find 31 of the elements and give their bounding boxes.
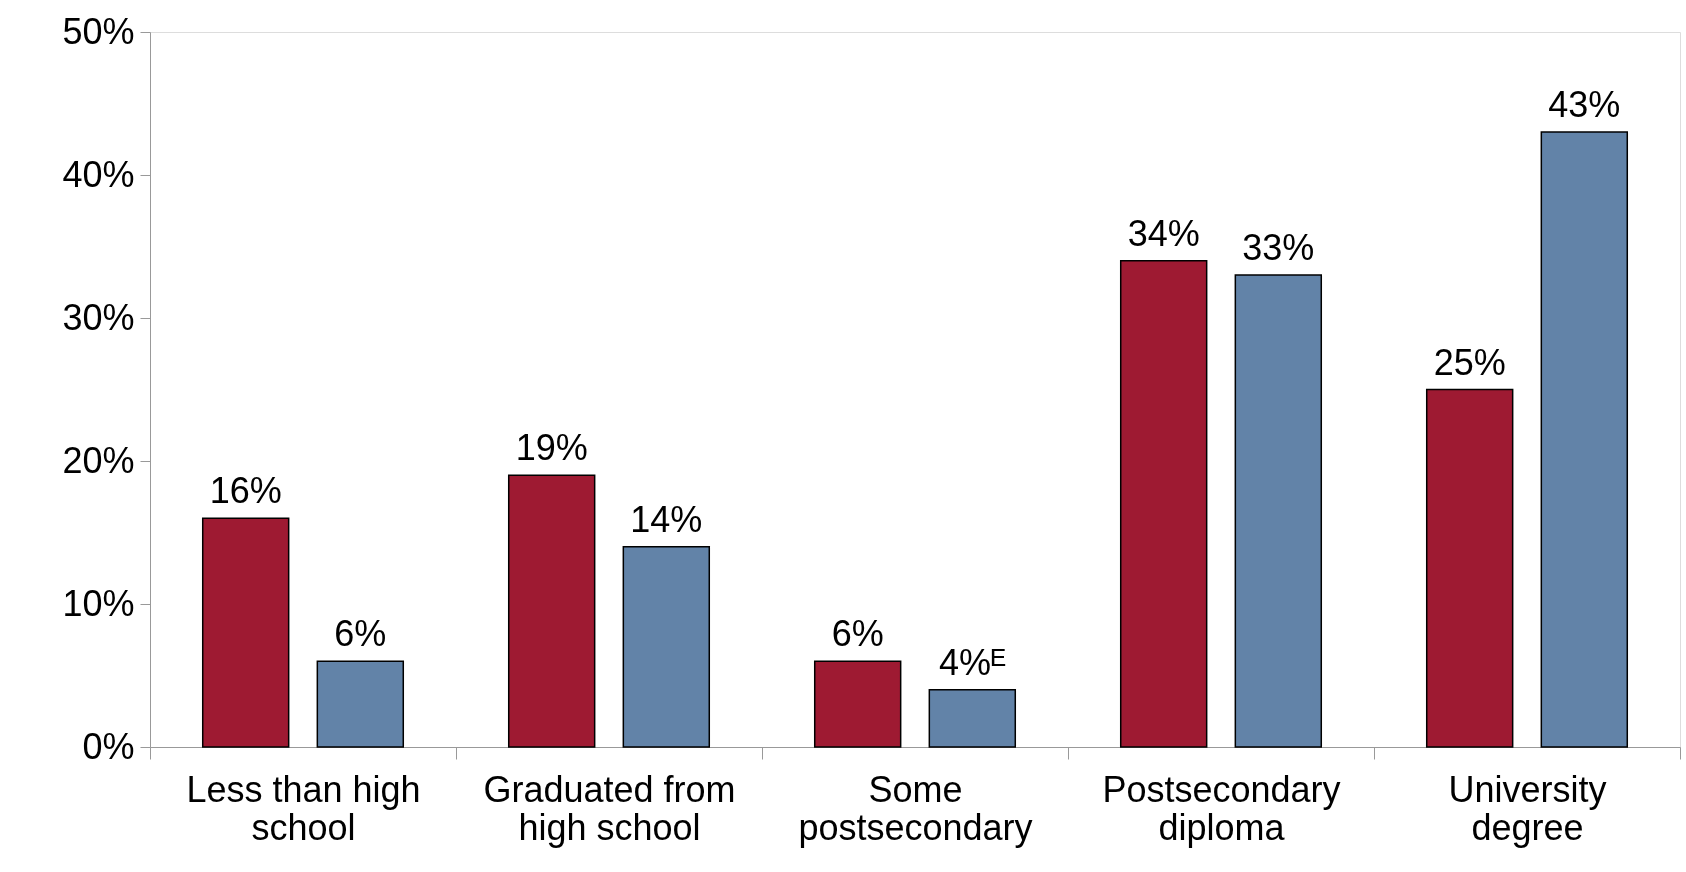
data-label: 34% bbox=[1127, 212, 1200, 254]
data-label: 19% bbox=[515, 427, 588, 469]
x-tick-label: University degree bbox=[1448, 768, 1607, 848]
y-tick-label: 10% bbox=[62, 582, 135, 624]
y-tick-label: 50% bbox=[62, 10, 135, 52]
x-tick-label: Graduated from high school bbox=[483, 768, 736, 848]
x-tick-label: Less than high school bbox=[186, 768, 421, 848]
y-tick-label: 20% bbox=[62, 439, 135, 481]
data-label: 43% bbox=[1548, 84, 1621, 126]
data-label: 25% bbox=[1433, 341, 1506, 383]
x-tick-label: Some postsecondary bbox=[798, 768, 1033, 848]
bar bbox=[622, 546, 711, 748]
bar bbox=[1540, 131, 1629, 748]
data-label: 6% bbox=[334, 613, 387, 655]
bar bbox=[1119, 260, 1208, 748]
bar bbox=[813, 660, 902, 748]
y-tick-label: 40% bbox=[62, 153, 135, 195]
data-label: 33% bbox=[1242, 227, 1315, 269]
data-label: 16% bbox=[209, 470, 282, 512]
x-tick-label: Postsecondary diploma bbox=[1102, 768, 1341, 848]
y-tick-label: 0% bbox=[82, 725, 135, 767]
data-label: 6% bbox=[831, 613, 884, 655]
bar bbox=[928, 689, 1017, 748]
bar bbox=[201, 517, 290, 748]
data-label: 14% bbox=[630, 498, 703, 540]
bar bbox=[1425, 388, 1514, 748]
bar bbox=[316, 660, 405, 748]
bar bbox=[507, 474, 596, 748]
bar bbox=[1234, 274, 1323, 748]
y-tick-label: 30% bbox=[62, 296, 135, 338]
data-label: 4%ᴱ bbox=[938, 641, 1006, 683]
